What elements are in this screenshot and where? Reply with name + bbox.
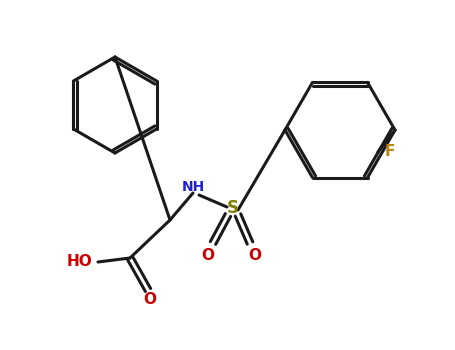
Text: O: O xyxy=(248,248,262,264)
Text: O: O xyxy=(143,293,157,308)
Text: HO: HO xyxy=(67,254,93,270)
Text: O: O xyxy=(202,248,214,264)
Text: F: F xyxy=(385,145,395,160)
Text: NH: NH xyxy=(182,180,205,194)
Text: S: S xyxy=(227,199,239,217)
